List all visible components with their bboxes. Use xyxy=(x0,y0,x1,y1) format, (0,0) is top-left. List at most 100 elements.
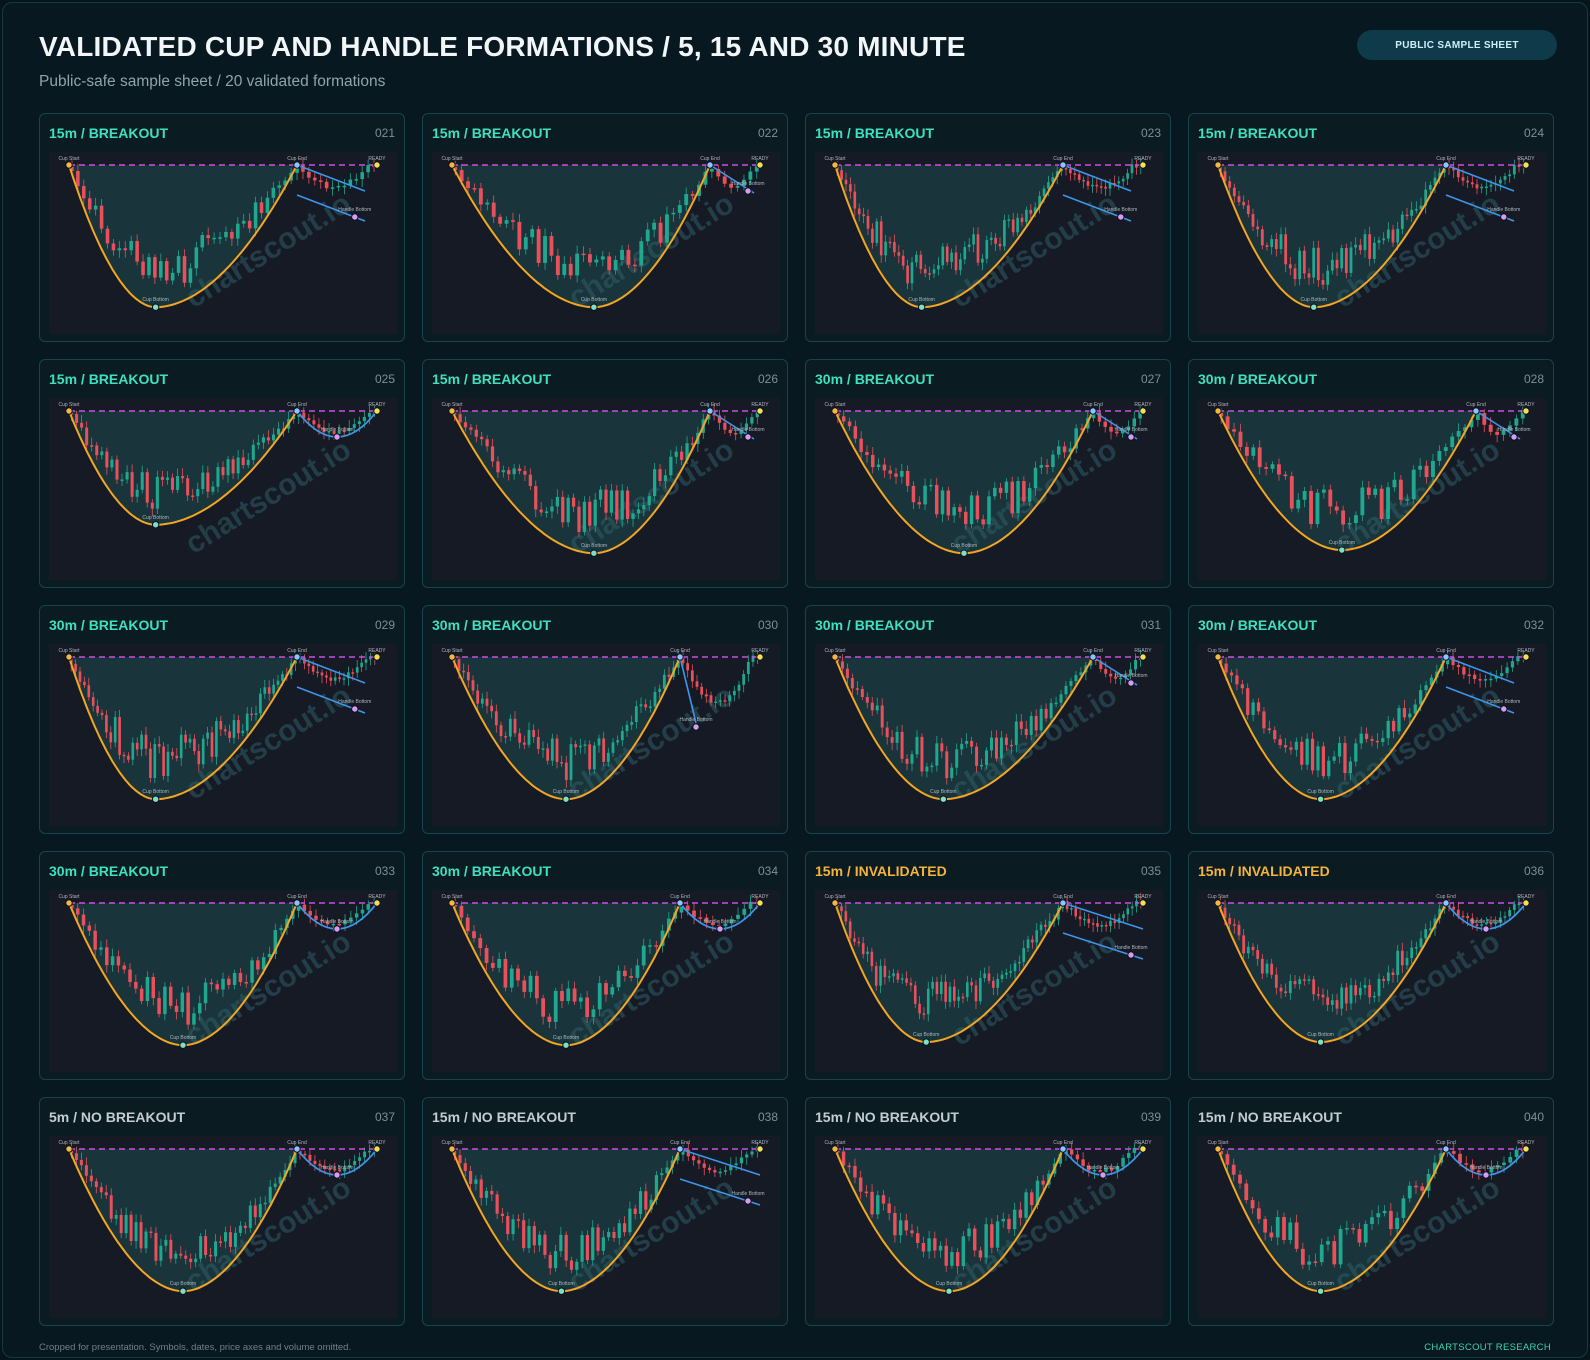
candle xyxy=(555,255,560,276)
formation-card: 15m / NO BREAKOUT 040 chartscout.io Cup Sta… xyxy=(1188,1097,1554,1326)
candle xyxy=(1494,922,1498,925)
candle xyxy=(1414,947,1418,949)
cup-end-label: Cup End xyxy=(670,648,690,654)
formation-id: 036 xyxy=(1523,864,1544,878)
candle xyxy=(1033,467,1038,489)
candle xyxy=(338,677,341,680)
candle xyxy=(1386,972,1390,981)
candle xyxy=(555,496,559,507)
formation-id: 037 xyxy=(374,1110,395,1124)
formation-chart: chartscout.io Cup Start Cup End READY Cup Bo… xyxy=(432,398,780,580)
handle-bottom-label: Handle Bottom xyxy=(703,919,736,925)
candle xyxy=(1363,234,1367,251)
handle-bottom-marker xyxy=(333,925,341,933)
candle xyxy=(466,672,470,681)
candle xyxy=(1007,1218,1011,1230)
candle xyxy=(840,906,843,912)
candle xyxy=(141,261,145,276)
candle xyxy=(1277,464,1281,475)
candle xyxy=(560,990,564,1002)
candle xyxy=(324,181,329,189)
candle xyxy=(1489,184,1493,187)
candle xyxy=(302,904,307,911)
handle-bottom-marker xyxy=(716,925,724,933)
candle xyxy=(337,430,341,434)
candle xyxy=(347,427,351,431)
candle xyxy=(1289,476,1294,509)
ready-marker xyxy=(1522,653,1530,661)
formation-label: 15m / BREAKOUT xyxy=(432,371,552,387)
candle xyxy=(1451,657,1455,666)
candle xyxy=(871,228,874,243)
candle xyxy=(241,730,245,734)
candle xyxy=(611,742,615,753)
formation-id: 027 xyxy=(1140,372,1161,386)
candle xyxy=(1326,1241,1330,1245)
candle xyxy=(909,982,913,986)
candle xyxy=(104,1192,108,1196)
candle xyxy=(307,418,311,421)
candle xyxy=(1219,413,1224,417)
candle xyxy=(915,736,919,755)
candle xyxy=(685,443,689,460)
candle xyxy=(894,473,898,477)
candle xyxy=(508,718,512,737)
candle xyxy=(1372,995,1376,998)
candle xyxy=(353,1160,357,1166)
candle xyxy=(591,1227,595,1261)
candle xyxy=(1030,1192,1034,1206)
candle xyxy=(1489,678,1493,681)
candle xyxy=(1489,1167,1494,1173)
candle xyxy=(566,497,570,523)
candle xyxy=(469,427,473,430)
cup-start-label: Cup Start xyxy=(1207,1140,1229,1146)
candle xyxy=(1407,1185,1412,1199)
candle xyxy=(1396,950,1400,976)
formation-chart: chartscout.io Cup Start Cup End READY Cup Bo… xyxy=(1198,152,1546,334)
candle xyxy=(1370,1217,1374,1224)
candle xyxy=(122,965,126,970)
cup-start-marker xyxy=(1214,899,1222,907)
cup-bottom-marker xyxy=(1316,1038,1325,1046)
candle xyxy=(145,976,150,1002)
candle xyxy=(965,740,969,744)
formation-chart: chartscout.io Cup Start Cup End READY Cup Bo… xyxy=(1198,1136,1546,1318)
candle xyxy=(501,470,505,473)
candle xyxy=(707,1167,712,1171)
candle xyxy=(900,470,904,477)
ready-marker xyxy=(756,899,764,907)
candle xyxy=(215,721,218,757)
candle xyxy=(585,997,590,1018)
handle-bottom-marker xyxy=(1500,705,1508,713)
candle xyxy=(1078,916,1082,920)
candle xyxy=(1283,474,1288,477)
candle xyxy=(1237,924,1241,936)
candle xyxy=(485,202,490,205)
candle xyxy=(465,917,470,932)
candle xyxy=(1095,184,1099,187)
candle xyxy=(110,459,114,468)
candle xyxy=(544,511,549,513)
candle xyxy=(1073,173,1077,175)
candle xyxy=(216,467,220,487)
candle xyxy=(74,1153,78,1161)
candle xyxy=(1470,1164,1475,1171)
candle xyxy=(1400,214,1404,229)
candle xyxy=(131,742,135,760)
candle xyxy=(1029,716,1033,736)
candle xyxy=(700,686,704,695)
candle xyxy=(588,254,592,263)
candle xyxy=(129,1214,133,1242)
candle xyxy=(1005,972,1008,975)
candle xyxy=(1094,659,1098,661)
candle xyxy=(925,766,929,772)
candle xyxy=(849,184,852,192)
candle xyxy=(1467,674,1471,676)
candle xyxy=(602,738,606,762)
formation-id: 023 xyxy=(1140,126,1161,140)
formation-chart: chartscout.io Cup Start Cup End READY Cup Bo… xyxy=(49,890,397,1072)
candle xyxy=(1099,186,1103,188)
candle xyxy=(981,258,984,263)
candle xyxy=(1512,164,1516,175)
